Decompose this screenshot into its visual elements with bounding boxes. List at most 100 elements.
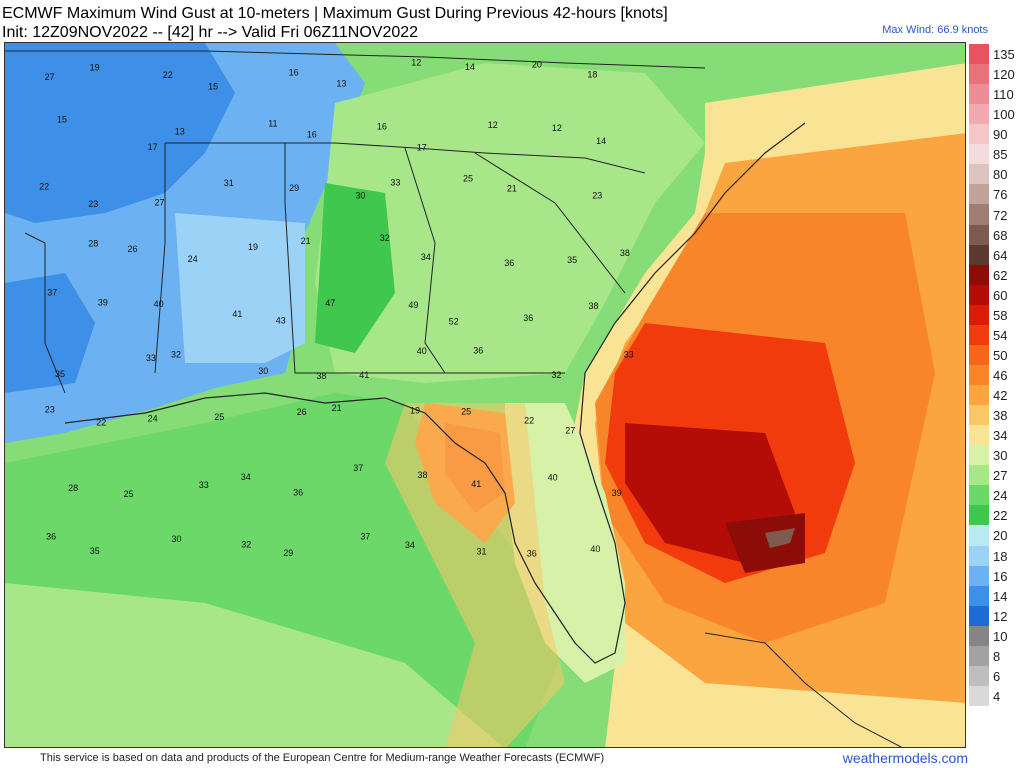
legend-swatch [969, 264, 989, 286]
state-borders [5, 50, 706, 394]
station-gust-value: 37 [47, 288, 57, 298]
station-gust-value: 36 [46, 532, 56, 542]
legend-label: 27 [993, 468, 1008, 484]
wind-gust-map[interactable]: 27 19 22 15 16 13 12 14 20 18 15 17 13 11 16 16 17 12 12 14… [4, 42, 966, 748]
legend-label: 50 [993, 347, 1008, 363]
legend-label: 110 [993, 87, 1014, 103]
legend-label: 38 [993, 408, 1008, 424]
legend-swatch [969, 485, 989, 506]
station-gust-value: 35 [90, 546, 100, 556]
legend-swatch [969, 605, 989, 627]
northwest-blue-region [5, 43, 235, 223]
coastline [64, 122, 806, 664]
station-gust-value: 24 [148, 414, 158, 424]
station-gust-value: 16 [377, 121, 387, 131]
legend-label: 90 [993, 127, 1008, 143]
legend-swatch [969, 585, 989, 607]
legend-swatch [969, 425, 989, 446]
station-gust-value: 33 [146, 353, 156, 363]
legend-swatch [969, 184, 989, 205]
florida-shelf [385, 403, 565, 747]
station-gust-value: 20 [532, 60, 542, 70]
station-gust-value: 15 [208, 81, 218, 91]
station-gust-value: 11 [268, 119, 277, 129]
station-gust-value: 18 [587, 70, 597, 80]
station-labels: 27 19 22 15 16 13 12 14 20 18 15 17 13 11 16 16 17 12 12 14… [39, 57, 634, 558]
legend-label: 85 [993, 147, 1008, 163]
station-gust-value: 32 [171, 350, 181, 360]
legend-swatch [969, 124, 989, 145]
station-gust-value: 39 [98, 298, 108, 308]
station-gust-value: 40 [548, 472, 558, 482]
legend-swatch [969, 144, 989, 165]
station-gust-value: 21 [332, 403, 342, 413]
station-gust-value: 24 [188, 254, 198, 264]
ecmwf-credit: This service is based on data and produc… [40, 752, 605, 764]
brand-link[interactable]: weathermodels.com [842, 750, 968, 766]
station-gust-value: 26 [128, 244, 138, 254]
station-gust-value: 14 [596, 136, 606, 146]
legend-label: 24 [993, 488, 1008, 504]
legend-label: 46 [993, 368, 1008, 383]
station-gust-value: 23 [45, 405, 55, 415]
station-gust-value: 19 [410, 406, 420, 416]
station-gust-value: 22 [524, 415, 534, 425]
alabama-green [315, 183, 395, 353]
legend-label: 100 [993, 107, 1015, 123]
legend-swatch [969, 244, 989, 266]
legend-swatch [969, 625, 989, 647]
legend-label: 34 [993, 428, 1008, 444]
legend-swatch [969, 665, 989, 687]
station-gust-value: 31 [477, 546, 487, 556]
legend-label: 10 [993, 628, 1008, 644]
legend-label: 76 [993, 187, 1008, 203]
southeast-green-region [315, 63, 705, 383]
station-gust-value: 31 [224, 178, 234, 188]
legend-swatch [969, 204, 989, 226]
station-gust-value: 33 [624, 349, 634, 359]
station-gust-value: 33 [199, 480, 209, 490]
station-gust-value: 14 [465, 62, 475, 72]
station-gust-value: 36 [527, 549, 537, 559]
legend-swatch [969, 385, 989, 406]
station-gust-value: 12 [488, 120, 498, 130]
station-gust-value: 47 [325, 298, 335, 308]
station-gust-value: 13 [336, 78, 346, 88]
station-gust-value: 25 [124, 489, 134, 499]
legend-swatch [969, 104, 989, 125]
legend-swatch [969, 685, 989, 707]
legend-label: 14 [993, 588, 1008, 604]
legend-swatch [969, 284, 989, 306]
map-canvas: 27 19 22 15 16 13 12 14 20 18 15 17 13 11 16 16 17 12 12 14… [5, 43, 965, 747]
station-gust-value: 40 [590, 544, 600, 554]
station-gust-value: 27 [155, 198, 165, 208]
legend-swatch [969, 304, 989, 326]
title-line-2: Init: 12Z09NOV2022 -- [42] hr --> Valid … [2, 24, 419, 41]
legend-swatch [969, 405, 989, 426]
legend-label: 60 [993, 287, 1008, 303]
legend-label: 30 [993, 448, 1008, 464]
station-gust-value: 22 [163, 70, 173, 80]
legend-swatch [969, 44, 989, 65]
legend-label: 20 [993, 528, 1008, 544]
legend-label: 80 [993, 167, 1008, 183]
legend-label: 42 [993, 388, 1008, 404]
station-gust-value: 32 [380, 233, 390, 243]
station-gust-value: 17 [148, 142, 158, 152]
station-gust-value: 36 [523, 313, 533, 323]
station-gust-value: 27 [45, 72, 55, 82]
station-gust-value: 30 [258, 366, 268, 376]
station-gust-value: 35 [567, 255, 577, 265]
legend-label: 64 [993, 247, 1008, 263]
mississippi-light-blue [175, 213, 305, 363]
legend-label: 120 [993, 67, 1015, 83]
legend-swatch [969, 545, 989, 567]
station-gust-value: 19 [90, 62, 100, 72]
station-gust-value: 41 [471, 479, 481, 489]
station-gust-value: 29 [289, 183, 299, 193]
station-gust-value: 36 [293, 487, 303, 497]
station-gust-value: 40 [417, 346, 427, 356]
louisiana-blue [5, 273, 95, 393]
station-gust-value: 25 [214, 412, 224, 422]
station-gust-value: 36 [473, 346, 483, 356]
